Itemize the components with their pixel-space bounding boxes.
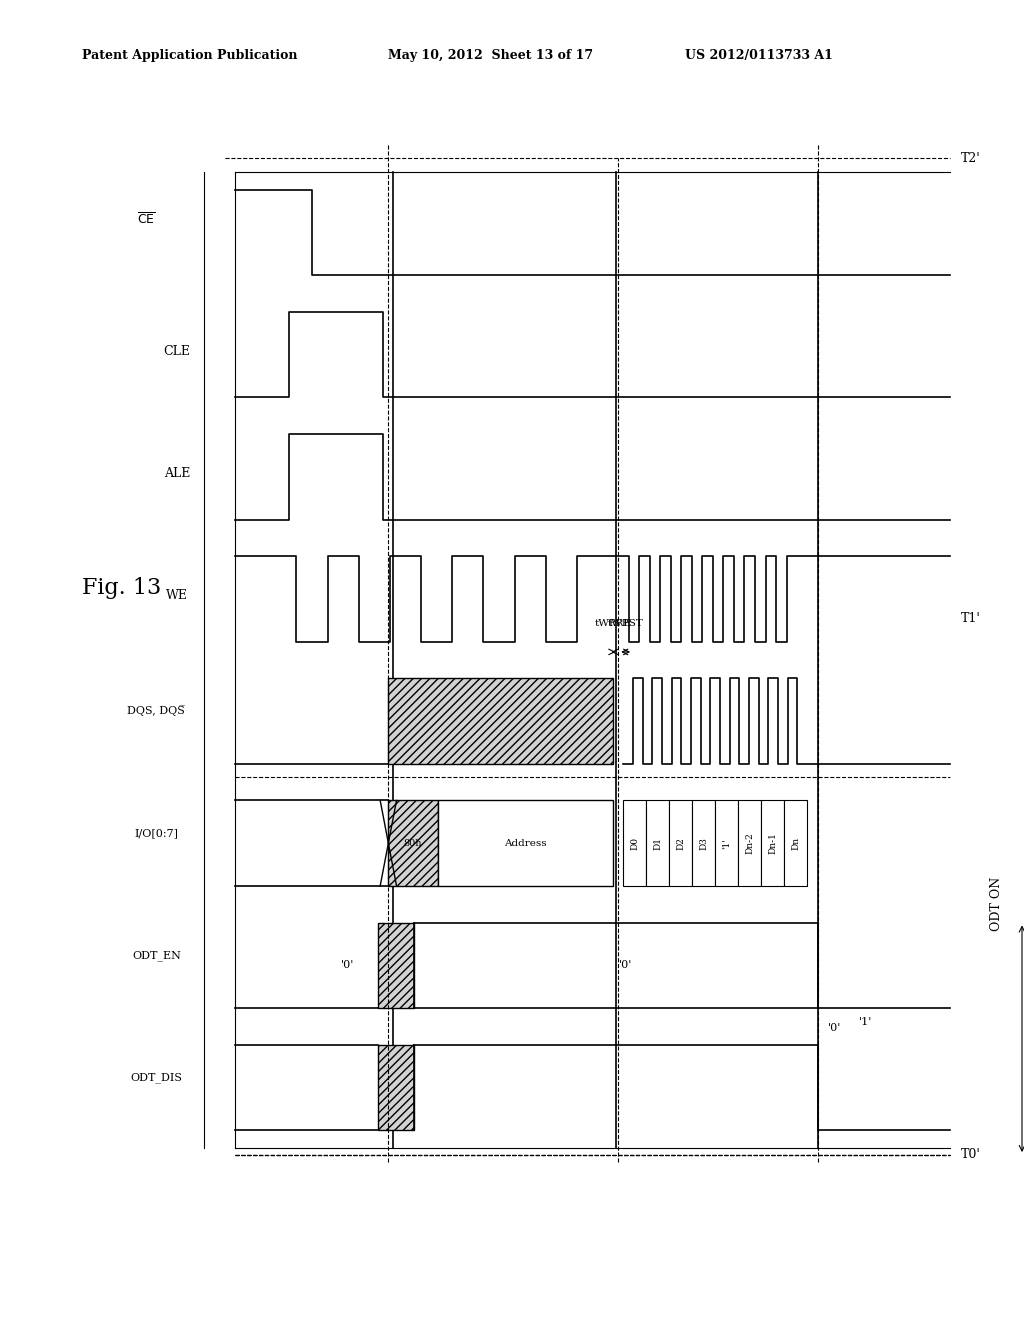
FancyBboxPatch shape [388, 678, 613, 764]
Text: WE: WE [166, 589, 187, 602]
Text: tWPST: tWPST [608, 619, 644, 627]
Text: T0': T0' [961, 1148, 981, 1162]
Text: ALE: ALE [164, 467, 190, 480]
Text: Address: Address [504, 838, 547, 847]
FancyBboxPatch shape [738, 800, 762, 886]
Text: D2: D2 [677, 837, 685, 850]
FancyBboxPatch shape [624, 800, 646, 886]
FancyBboxPatch shape [388, 800, 438, 886]
FancyBboxPatch shape [762, 800, 784, 886]
Text: $\overline{\mathrm{CE}}$: $\overline{\mathrm{CE}}$ [137, 211, 156, 227]
Text: ODT_DIS: ODT_DIS [130, 1073, 182, 1084]
FancyBboxPatch shape [378, 923, 414, 1008]
Text: T1': T1' [961, 612, 981, 624]
FancyBboxPatch shape [692, 800, 716, 886]
Text: I/O[0:7]: I/O[0:7] [134, 829, 178, 838]
Text: Dn-2: Dn-2 [745, 833, 755, 854]
Text: Dn-1: Dn-1 [768, 832, 777, 854]
Text: May 10, 2012  Sheet 13 of 17: May 10, 2012 Sheet 13 of 17 [388, 49, 594, 62]
Text: Fig. 13: Fig. 13 [82, 577, 161, 599]
Text: tWPRE: tWPRE [595, 619, 632, 627]
Text: D3: D3 [699, 837, 709, 850]
Text: Patent Application Publication: Patent Application Publication [82, 49, 297, 62]
FancyBboxPatch shape [646, 800, 670, 886]
Text: DQS, DQS̅: DQS, DQS̅ [127, 706, 185, 717]
Text: CLE: CLE [163, 345, 190, 358]
Text: '1': '1' [722, 838, 731, 849]
Text: 80h: 80h [403, 838, 422, 847]
Text: '0': '0' [341, 960, 354, 970]
Text: US 2012/0113733 A1: US 2012/0113733 A1 [685, 49, 833, 62]
Text: Dn: Dn [792, 837, 801, 850]
Text: ODT_EN: ODT_EN [132, 950, 181, 961]
Text: T2': T2' [961, 152, 980, 165]
FancyBboxPatch shape [784, 800, 807, 886]
Text: D0: D0 [631, 837, 639, 850]
Text: '0': '0' [620, 960, 633, 970]
Text: ODT ON: ODT ON [990, 876, 1002, 932]
Text: '0': '0' [827, 1023, 841, 1034]
Text: '1': '1' [858, 1016, 871, 1027]
Text: D1: D1 [653, 837, 663, 850]
FancyBboxPatch shape [438, 800, 613, 886]
FancyBboxPatch shape [378, 1044, 414, 1130]
FancyBboxPatch shape [716, 800, 738, 886]
FancyBboxPatch shape [670, 800, 692, 886]
